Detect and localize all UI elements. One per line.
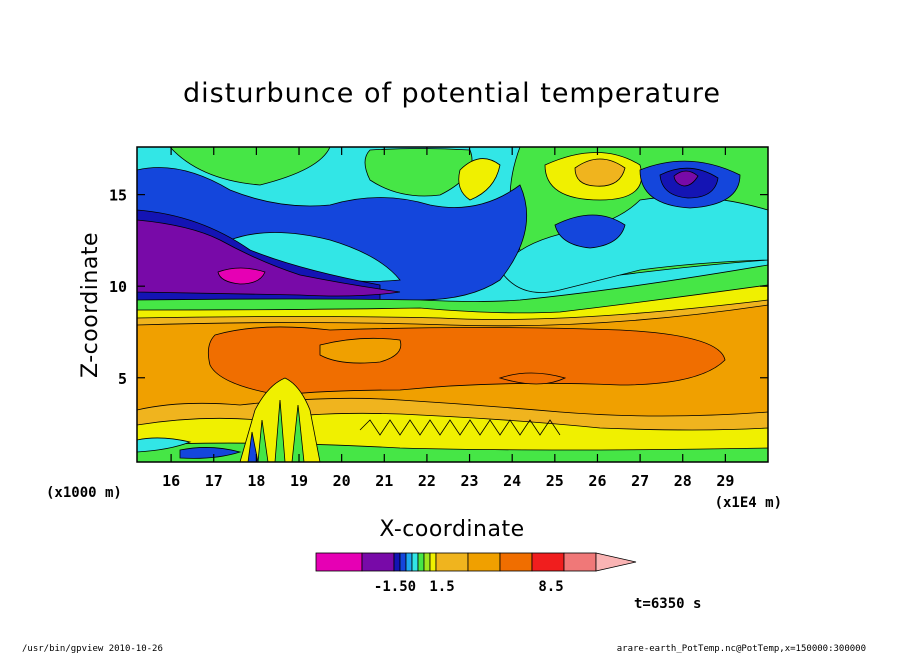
colorbar-swatch — [423, 552, 431, 572]
x-tick-label: 29 — [716, 472, 734, 490]
upper-left-green — [169, 147, 331, 186]
y-tick-label: 10 — [109, 278, 127, 296]
colorbar-swatch — [393, 552, 401, 572]
y-tick-label: 15 — [109, 187, 127, 205]
x-axis-ticks: 16 17 18 19 20 21 22 23 24 25 26 27 28 29 — [162, 147, 734, 490]
plume-green-streaks — [257, 399, 305, 462]
colorbar-label-neg: -1.50 — [374, 579, 416, 595]
colorbar-swatch — [563, 552, 597, 572]
colorbar-swatch — [531, 552, 565, 572]
upper-blue-blob-2 — [554, 214, 626, 249]
colorbar-swatch — [411, 552, 419, 572]
colorbar-swatch — [417, 552, 425, 572]
surface-blue-spot — [179, 447, 242, 459]
x-tick-label: 25 — [546, 472, 564, 490]
x-tick-label: 23 — [461, 472, 479, 490]
colorbar-swatch — [467, 552, 501, 572]
x-tick-label: 24 — [503, 472, 521, 490]
upper-mid-yellow — [458, 158, 501, 201]
colorbar-swatch — [499, 552, 533, 572]
y-tick-label: 5 — [118, 370, 127, 388]
colorbar-swatch — [399, 552, 407, 572]
colorbar-swatch — [315, 552, 363, 572]
footer-left: /usr/bin/gpview 2010-10-26 — [22, 644, 163, 654]
colorbar-swatch — [405, 552, 413, 572]
colorbar-label-max: 8.5 — [538, 579, 563, 595]
y-axis-ticks: 5 10 15 — [109, 187, 768, 388]
plot-frame — [136, 146, 769, 463]
x-tick-label: 22 — [418, 472, 436, 490]
surface-oscillation — [359, 419, 561, 436]
x-axis-label: X-coordinate — [379, 517, 524, 542]
plume-blue-streak — [247, 431, 259, 462]
x-unit-label: (x1E4 m) — [715, 495, 782, 511]
x-tick-label: 19 — [290, 472, 308, 490]
warm-spot — [498, 372, 567, 385]
x-tick-label: 20 — [333, 472, 351, 490]
time-label: t=6350 s — [634, 596, 701, 612]
upper-mid-green — [364, 148, 473, 197]
colorbar-swatch — [361, 552, 395, 572]
cold-purple-layer — [137, 219, 401, 297]
colorbar-arrow — [595, 552, 637, 572]
x-tick-label: 26 — [588, 472, 606, 490]
y-unit-label: (x1000 m) — [46, 485, 122, 501]
surface-cyan-spot — [137, 437, 192, 453]
contour-field — [137, 147, 768, 462]
colorbar-swatch — [429, 552, 437, 572]
cold-magenta-core — [217, 267, 266, 285]
x-tick-label: 16 — [162, 472, 180, 490]
colorbar-label-pos: 1.5 — [429, 579, 454, 595]
x-tick-label: 28 — [674, 472, 692, 490]
y-axis-label: Z-coordinate — [78, 232, 103, 378]
x-tick-label: 27 — [631, 472, 649, 490]
x-tick-label: 17 — [205, 472, 223, 490]
chart-title: disturbunce of potential temperature — [183, 78, 721, 109]
warm-inner-orange — [319, 337, 402, 364]
x-tick-label: 18 — [247, 472, 265, 490]
x-tick-label: 21 — [375, 472, 393, 490]
colorbar-swatch — [435, 552, 469, 572]
upper-orange-blob — [574, 158, 626, 187]
colorbar — [315, 552, 637, 572]
upper-purple-spot — [673, 170, 699, 187]
footer-right: arare-earth_PotTemp.nc@PotTemp,x=150000:… — [617, 644, 866, 654]
